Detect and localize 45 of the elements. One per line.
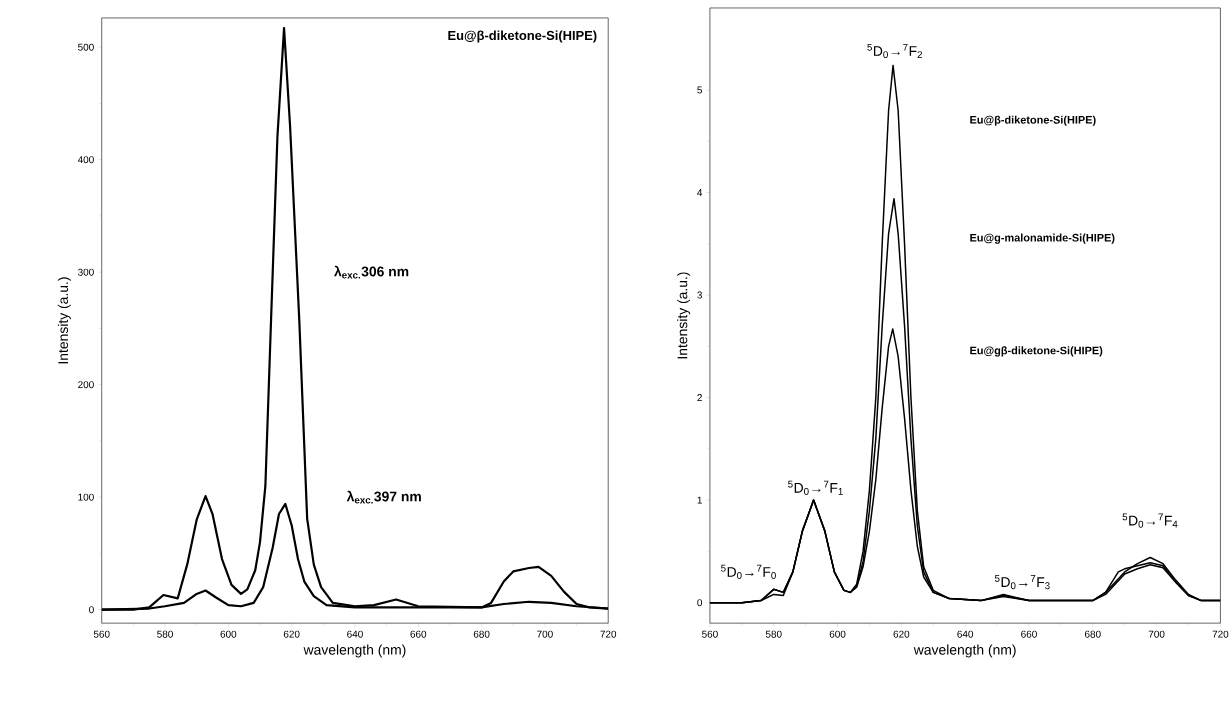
x-tick-label: 720 [1212, 630, 1229, 638]
y-axis-title: Intensity (a.u.) [57, 277, 71, 364]
annotation: λ$_{exc.}$306 nm [334, 265, 409, 279]
text: Eu@β-diketone-Si(HIPE) [448, 30, 597, 43]
y-tick-label: 500 [78, 43, 94, 51]
x-tick-label: 680 [1085, 630, 1101, 638]
x-tick-label: 720 [600, 630, 617, 638]
x-axis-title: wavelength (nm) [913, 644, 1016, 658]
x-axis-title: wavelength (nm) [303, 644, 406, 658]
y-tick-label: 300 [78, 268, 94, 276]
y-tick-label: 0 [697, 599, 703, 607]
y-tick-label: 5 [697, 86, 702, 94]
annotation: $^{5}$D$_{0}$→$^{7}$F$_{2}$ [867, 43, 923, 59]
annotation: Eu@g-malonamide-Si(HIPE) [970, 233, 1115, 244]
annotation: $^{5}$D$_{0}$→$^{7}$F$_{0}$ [721, 564, 776, 579]
x-tick-label: 700 [1148, 630, 1165, 638]
y-axis-title: Intensity (a.u.) [677, 272, 691, 359]
annotation: $^{5}$D$_{0}$→$^{7}$F$_{1}$ [788, 480, 843, 495]
x-tick-label: 660 [410, 630, 427, 638]
x-tick-label: 560 [702, 630, 718, 638]
x-tick-label: 640 [957, 630, 974, 638]
annotation: $^{5}$D$_{0}$→$^{7}$F$_{4}$ [1122, 513, 1178, 528]
x-tick-label: 600 [220, 630, 237, 638]
y-tick-label: 3 [697, 291, 702, 299]
y-tick-label: 1 [697, 496, 702, 504]
annotation: Eu@β-diketone-Si(HIPE) [970, 115, 1096, 126]
annotation: λ$_{exc.}$397 nm [346, 490, 421, 504]
y-tick-label: 400 [77, 156, 94, 164]
y-tick-label: 100 [78, 493, 94, 501]
y-tick-label: 200 [78, 381, 94, 389]
x-tick-label: 600 [829, 630, 846, 638]
y-tick-label: 0 [89, 606, 94, 614]
x-tick-label: 660 [1021, 630, 1037, 638]
x-tick-label: 620 [283, 630, 300, 638]
annotation: Eu@gβ-diketone-Si(HIPE) [970, 346, 1103, 357]
x-tick-label: 700 [537, 630, 553, 638]
annotation: $^{5}$D$_{0}$→$^{7}$F$_{3}$ [994, 575, 1050, 590]
x-tick-label: 640 [347, 630, 363, 638]
x-tick-label: 580 [157, 630, 173, 638]
x-tick-label: 580 [765, 630, 782, 638]
x-tick-label: 620 [893, 630, 910, 638]
x-tick-label: 560 [93, 630, 110, 638]
x-tick-label: 680 [473, 630, 490, 638]
y-tick-label: 4 [697, 189, 703, 196]
y-tick-label: 2 [697, 394, 702, 402]
